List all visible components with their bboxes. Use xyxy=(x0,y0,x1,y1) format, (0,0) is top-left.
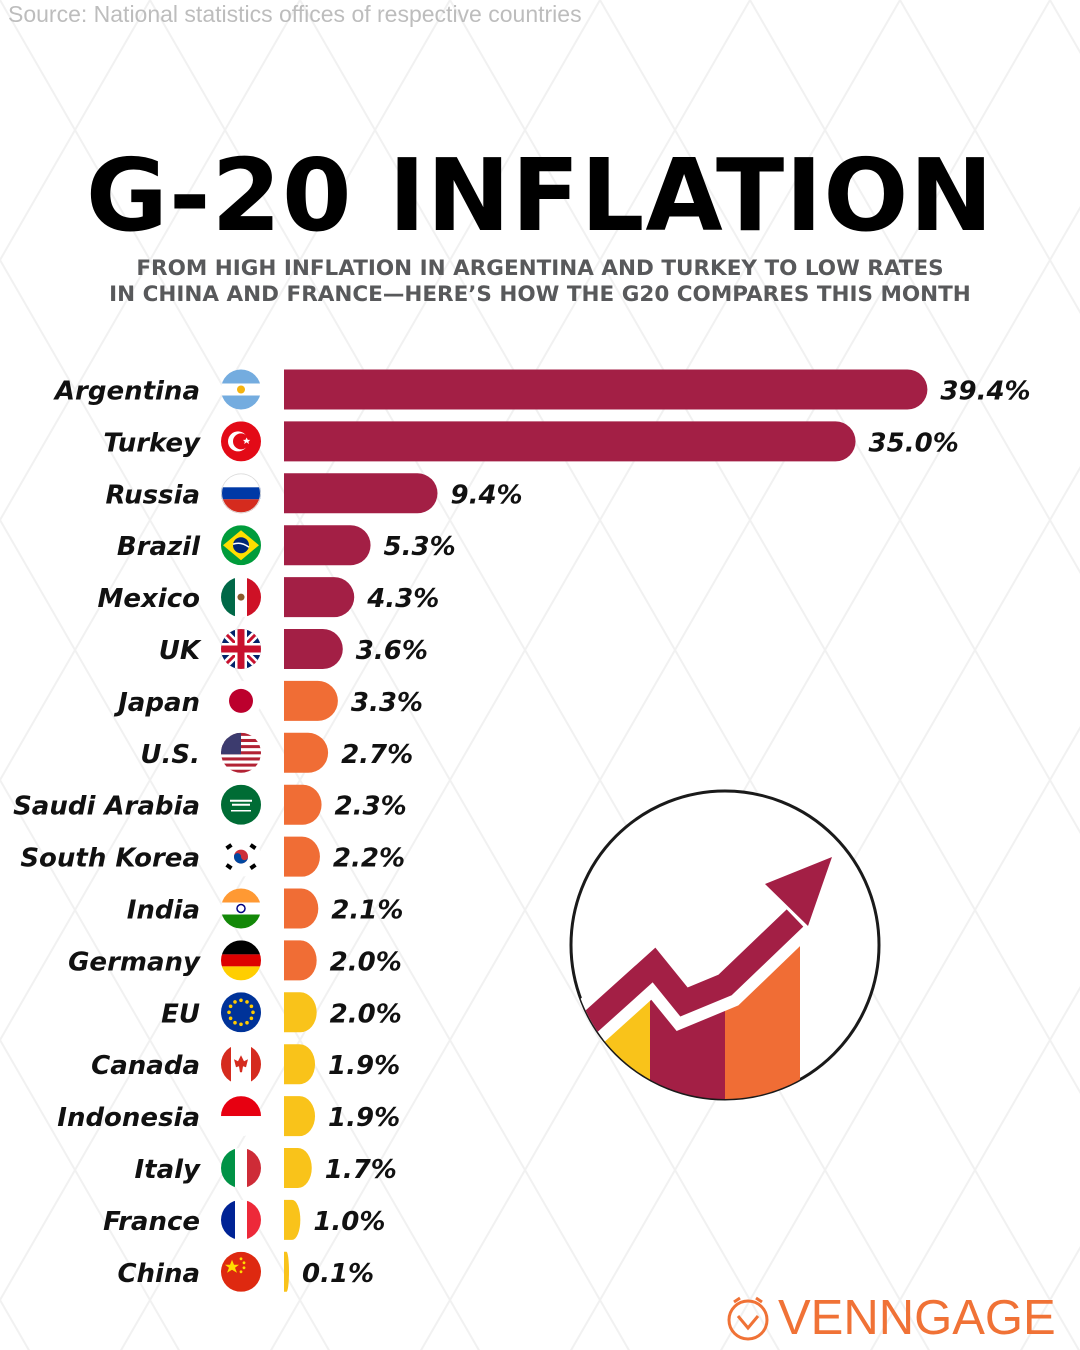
country-label-uk: UK xyxy=(159,636,202,666)
value-label-germany: 2.0% xyxy=(330,947,402,977)
country-label-brazil: Brazil xyxy=(117,532,201,562)
value-label-indonesia: 1.9% xyxy=(328,1103,400,1133)
saudi-arabia-flag xyxy=(221,784,261,825)
illustration-arrow-line xyxy=(575,909,804,1037)
eu-flag xyxy=(221,992,261,1033)
value-label-france: 1.0% xyxy=(313,1207,385,1237)
bar-mexico xyxy=(284,577,355,618)
bar-turkey xyxy=(284,421,856,462)
bar-u-s xyxy=(284,732,329,773)
bar-canada xyxy=(284,1044,316,1085)
country-label-u-s: U.S. xyxy=(140,740,200,770)
country-label-italy: Italy xyxy=(134,1155,201,1185)
france-flag xyxy=(221,1199,261,1240)
value-label-eu: 2.0% xyxy=(330,999,402,1029)
clock-heart-icon xyxy=(727,1296,769,1341)
china-flag xyxy=(221,1251,261,1292)
bar-uk xyxy=(284,629,343,669)
bar-russia xyxy=(284,473,438,514)
value-label-canada: 1.9% xyxy=(328,1051,400,1081)
japan-flag xyxy=(221,680,261,721)
illustration-orange-bar xyxy=(725,928,800,1099)
country-label-south-korea: South Korea xyxy=(20,844,200,874)
country-label-mexico: Mexico xyxy=(98,584,200,614)
value-label-brazil: 5.3% xyxy=(384,532,456,562)
rising-chart-illustration xyxy=(569,789,881,1101)
page-title: G-20 INFLATION xyxy=(85,137,995,254)
value-label-saudi-arabia: 2.3% xyxy=(335,792,407,822)
bar-germany xyxy=(284,940,317,981)
country-label-saudi-arabia: Saudi Arabia xyxy=(13,792,200,822)
value-label-turkey: 35.0% xyxy=(869,428,959,458)
bar-saudi-arabia xyxy=(284,784,322,825)
value-label-argentina: 39.4% xyxy=(940,377,1030,407)
bar-france xyxy=(284,1199,301,1240)
venngage-logo: VENNGAGE xyxy=(724,1288,1056,1348)
value-label-mexico: 4.3% xyxy=(366,584,439,614)
uk-flag xyxy=(221,629,261,669)
bar-china xyxy=(284,1251,289,1292)
country-label-turkey: Turkey xyxy=(103,428,201,458)
value-label-italy: 1.7% xyxy=(325,1155,397,1185)
canada-flag xyxy=(221,1044,261,1085)
country-label-japan: Japan xyxy=(113,688,200,718)
italy-flag xyxy=(221,1148,261,1188)
value-label-u-s: 2.7% xyxy=(341,740,413,770)
country-label-canada: Canada xyxy=(91,1051,200,1081)
country-label-germany: Germany xyxy=(68,947,201,977)
indonesia-flag xyxy=(221,1096,261,1137)
country-label-france: France xyxy=(103,1207,200,1237)
country-label-argentina: Argentina xyxy=(53,377,200,407)
argentina-flag xyxy=(221,369,261,410)
bar-indonesia xyxy=(284,1096,316,1137)
value-label-south-korea: 2.2% xyxy=(333,844,405,874)
brazil-flag xyxy=(221,525,261,566)
value-label-china: 0.1% xyxy=(302,1259,374,1289)
illustration-arrow-head xyxy=(765,857,832,926)
country-label-china: China xyxy=(117,1259,200,1289)
russia-flag xyxy=(221,473,261,514)
subtitle-line-1: FROM HIGH INFLATION IN ARGENTINA AND TUR… xyxy=(136,256,944,281)
country-label-india: India xyxy=(127,896,200,926)
bar-italy xyxy=(284,1148,312,1188)
bar-argentina xyxy=(284,369,928,410)
source-note: Source: National statistics offices of r… xyxy=(8,1,582,27)
value-label-japan: 3.3% xyxy=(351,688,423,718)
bar-india xyxy=(284,888,319,929)
value-label-india: 2.1% xyxy=(331,896,403,926)
us-flag xyxy=(221,732,261,773)
bar-japan xyxy=(284,680,338,721)
country-label-russia: Russia xyxy=(105,480,200,510)
subtitle-line-2: IN CHINA AND FRANCE—HERE’S HOW THE G20 C… xyxy=(109,282,971,307)
country-label-indonesia: Indonesia xyxy=(57,1103,200,1133)
mexico-flag xyxy=(221,577,261,618)
turkey-flag xyxy=(221,421,261,462)
india-flag xyxy=(221,888,261,929)
brand-name: VENNGAGE xyxy=(778,1291,1056,1345)
bar-brazil xyxy=(284,525,371,566)
country-label-eu: EU xyxy=(161,999,200,1029)
value-label-uk: 3.6% xyxy=(356,636,428,666)
south-korea-flag xyxy=(221,836,261,877)
bar-eu xyxy=(284,992,317,1033)
value-label-russia: 9.4% xyxy=(451,480,523,510)
germany-flag xyxy=(221,940,261,981)
bar-south-korea xyxy=(284,836,320,877)
